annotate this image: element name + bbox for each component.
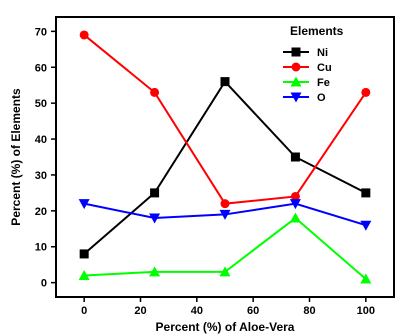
plot-frame: [55, 16, 395, 298]
x-tick-label: 100: [357, 305, 375, 317]
y-tick-label: 40: [35, 134, 47, 146]
y-tick-label: 20: [35, 206, 47, 218]
legend-label: Cu: [317, 62, 332, 74]
data-point: [290, 152, 300, 162]
data-point: [78, 269, 90, 280]
y-tick-label: 70: [35, 26, 47, 38]
series-line-cu: [83, 34, 367, 205]
legend-item-ni: Ni: [283, 47, 328, 59]
series-ni: [79, 77, 371, 259]
legend-item-o: O: [283, 92, 326, 104]
y-tick-label: 50: [35, 98, 47, 110]
legend-marker: [290, 76, 302, 87]
data-point: [150, 188, 160, 198]
series-group: [78, 30, 372, 284]
legend-label: Fe: [317, 77, 330, 89]
legend: Elements Ni Cu Fe O: [283, 24, 344, 104]
data-point: [79, 30, 89, 40]
legend-item-fe: Fe: [283, 76, 330, 89]
data-point: [219, 209, 231, 220]
x-tick-label: 20: [134, 305, 146, 317]
data-point: [149, 266, 161, 277]
x-tick-label: 0: [81, 305, 87, 317]
data-point: [220, 77, 230, 87]
x-axis-label: Percent (%) of Aloe-Vera: [156, 320, 295, 334]
legend-title: Elements: [290, 24, 344, 38]
legend-marker: [291, 62, 301, 72]
x-tick-label: 60: [247, 305, 259, 317]
series-o: [78, 199, 372, 231]
data-point: [361, 87, 371, 97]
legend-item-cu: Cu: [283, 62, 332, 74]
data-point: [149, 213, 161, 224]
x-tick-label: 80: [303, 305, 315, 317]
legend-label: Ni: [317, 47, 328, 59]
legend-marker: [291, 47, 301, 57]
y-tick-label: 30: [35, 170, 47, 182]
data-point: [361, 188, 371, 198]
data-point: [360, 273, 372, 284]
ticks: 0 20 40 60 80 100 0 10 20 30 40 50 60 70: [35, 26, 375, 317]
data-point: [79, 249, 89, 259]
legend-label: O: [317, 92, 326, 104]
data-point: [289, 199, 301, 210]
legend-marker: [290, 92, 302, 103]
x-tick-label: 40: [191, 305, 203, 317]
series-fe: [78, 212, 372, 284]
series-cu: [79, 30, 371, 209]
data-point: [360, 220, 372, 231]
data-point: [220, 199, 230, 209]
y-axis-label: Percent (%) of Elements: [9, 88, 23, 226]
y-tick-label: 10: [35, 242, 47, 254]
data-point: [150, 87, 160, 97]
y-tick-label: 60: [35, 62, 47, 74]
data-point: [219, 266, 231, 277]
axes: [55, 16, 395, 298]
data-point: [289, 212, 301, 223]
y-tick-label: 0: [41, 278, 47, 290]
series-line-ni: [83, 79, 367, 255]
data-point: [290, 191, 300, 201]
data-point: [78, 199, 90, 210]
